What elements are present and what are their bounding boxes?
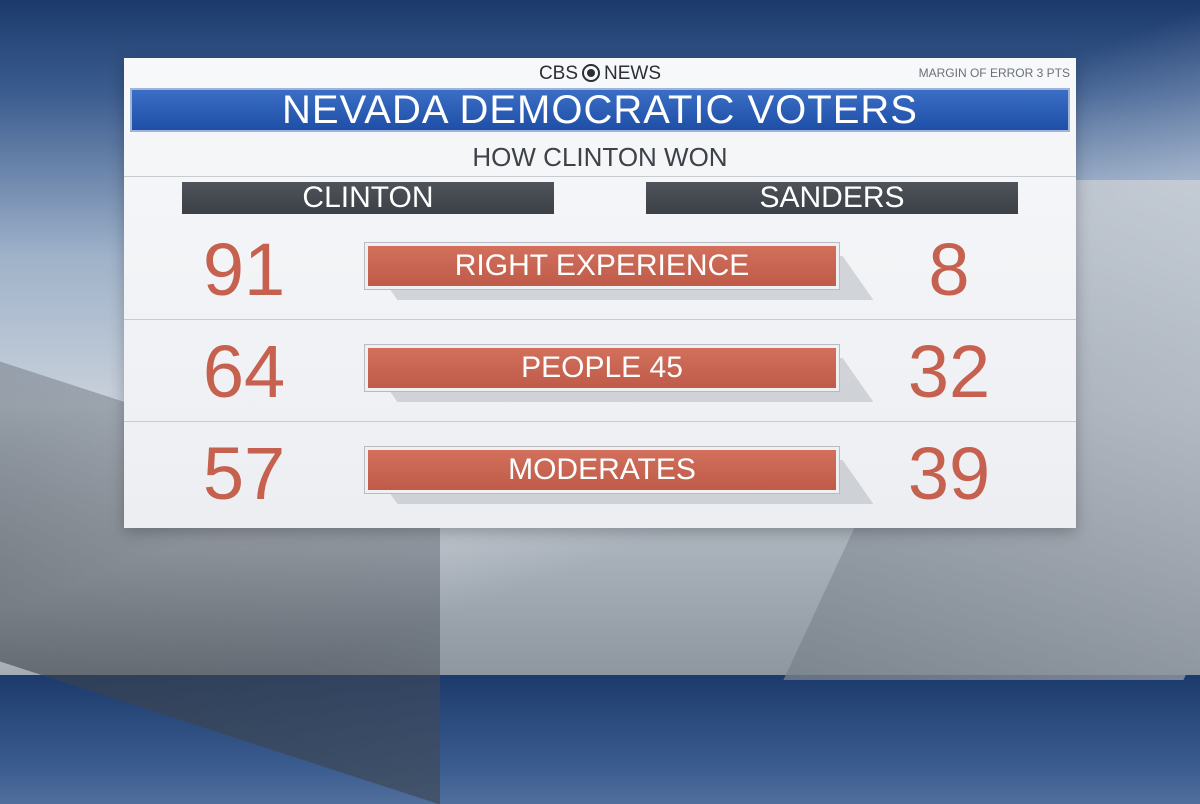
category-text: PEOPLE 45 — [368, 348, 836, 388]
page-subtitle: HOW CLINTON WON — [472, 142, 728, 172]
sanders-value: 8 — [928, 228, 970, 311]
category-label: MODERATES — [364, 446, 874, 504]
result-row: 57 MODERATES 39 — [124, 424, 1076, 524]
margin-of-error: MARGIN OF ERROR 3 PTS — [918, 66, 1070, 80]
divider — [124, 176, 1076, 177]
page-title: NEVADA DEMOCRATIC VOTERS — [130, 88, 1070, 132]
clinton-value: 91 — [202, 228, 286, 311]
logo-right-text: NEWS — [604, 63, 662, 84]
candidate-header-sanders: SANDERS — [646, 182, 1018, 214]
cbs-news-logo: CBS NEWS — [124, 63, 1076, 85]
result-row: 91 RIGHT EXPERIENCE 8 — [124, 220, 1076, 320]
candidate-header-clinton: CLINTON — [182, 182, 554, 214]
sanders-value: 32 — [907, 330, 991, 413]
row-divider — [124, 319, 1076, 320]
clinton-value: 57 — [202, 432, 286, 515]
results-panel: CBS NEWS MARGIN OF ERROR 3 PTS NEVADA DEM… — [124, 58, 1076, 528]
category-text: RIGHT EXPERIENCE — [368, 246, 836, 286]
label-frame: PEOPLE 45 — [364, 344, 840, 392]
category-label: PEOPLE 45 — [364, 344, 874, 402]
sanders-value: 39 — [907, 432, 991, 515]
result-row: 64 PEOPLE 45 32 — [124, 322, 1076, 422]
row-divider — [124, 421, 1076, 422]
category-label: RIGHT EXPERIENCE — [364, 242, 874, 300]
label-frame: RIGHT EXPERIENCE — [364, 242, 840, 290]
category-text: MODERATES — [368, 450, 836, 490]
cbs-eye-icon — [582, 64, 601, 82]
label-frame: MODERATES — [364, 446, 840, 494]
logo-left-text: CBS — [538, 63, 579, 84]
clinton-value: 64 — [202, 330, 286, 413]
